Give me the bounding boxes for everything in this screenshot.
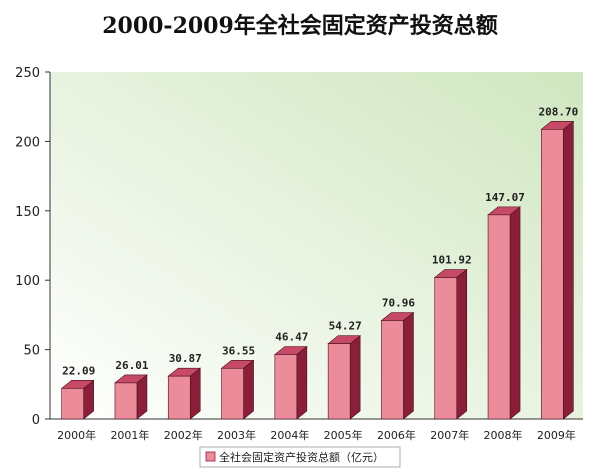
bar-8: [487, 206, 521, 420]
x-tick-label: 2005年: [324, 428, 363, 442]
data-label: 208.70: [538, 105, 578, 118]
bar-1: [114, 374, 148, 420]
bar-side: [456, 268, 468, 420]
x-tick-label: 2009年: [537, 428, 576, 442]
bar-front: [434, 277, 458, 420]
x-tick-label: 2006年: [377, 428, 416, 442]
data-label: 70.96: [382, 297, 415, 310]
x-tick-label: 2008年: [484, 428, 523, 442]
bar-front: [487, 214, 511, 420]
y-tick-label: 200: [15, 135, 40, 150]
bar-side: [189, 367, 201, 420]
y-tick-label: 150: [15, 205, 40, 220]
bar-front: [114, 382, 138, 420]
bar-front: [167, 375, 191, 420]
bar-front: [221, 367, 244, 420]
legend: 全社会固定资产投资总额（亿元）: [199, 446, 401, 468]
bar-side: [296, 345, 308, 420]
data-labels: 22.09 26.01 30.87 36.55 46.47 54.27 70.96 101.9…: [62, 105, 578, 377]
x-axis: 2000年 2001年 2002年 2003年 2004年 2005年 2006年 2007年…: [50, 418, 583, 442]
y-tick-label: 250: [15, 66, 40, 81]
legend-swatch: [205, 451, 216, 462]
x-tick-label: 2007年: [430, 428, 469, 442]
bar-7: [433, 268, 468, 420]
bar-front: [381, 320, 404, 420]
data-label: 30.87: [169, 352, 202, 365]
chart-title: 2000-2009年全社会固定资产投资总额: [102, 13, 498, 39]
bar-2: [167, 367, 202, 420]
data-label: 46.47: [275, 330, 308, 343]
y-axis: 0 50 100 150 200 250: [15, 66, 51, 428]
bar-front: [327, 343, 351, 420]
bar-front: [541, 129, 564, 420]
y-tick-label: 100: [15, 274, 40, 289]
bar-9: [540, 120, 575, 420]
bar-side: [403, 311, 414, 420]
legend-box: [199, 446, 401, 468]
x-tick-label: 2001年: [110, 428, 149, 442]
x-tick-label: 2004年: [270, 428, 309, 442]
bar-front: [61, 388, 84, 420]
bar-3: [220, 359, 255, 420]
y-tick-label: 50: [23, 344, 40, 359]
bar-6: [380, 311, 415, 420]
bar-4: [273, 345, 308, 420]
data-label: 101.92: [432, 254, 472, 267]
x-tick-label: 2002年: [164, 428, 203, 442]
data-label: 22.09: [62, 364, 95, 377]
x-tick-label: 2003年: [217, 428, 256, 442]
bar-0: [60, 379, 95, 420]
data-label: 26.01: [115, 359, 148, 372]
bar-side: [349, 335, 361, 420]
bar-series: [60, 120, 575, 420]
data-label: 54.27: [329, 320, 362, 333]
x-tick-label: 2000年: [57, 428, 96, 442]
bar-side: [243, 359, 254, 420]
bar-front: [274, 354, 298, 420]
data-label: 147.07: [485, 191, 525, 204]
data-label: 36.55: [222, 344, 255, 357]
y-tick-label: 0: [32, 413, 40, 428]
legend-label: 全社会固定资产投资总额（亿元）: [219, 450, 384, 464]
bar-side: [509, 206, 521, 420]
bar-side: [563, 120, 574, 420]
bar-5: [327, 335, 362, 420]
